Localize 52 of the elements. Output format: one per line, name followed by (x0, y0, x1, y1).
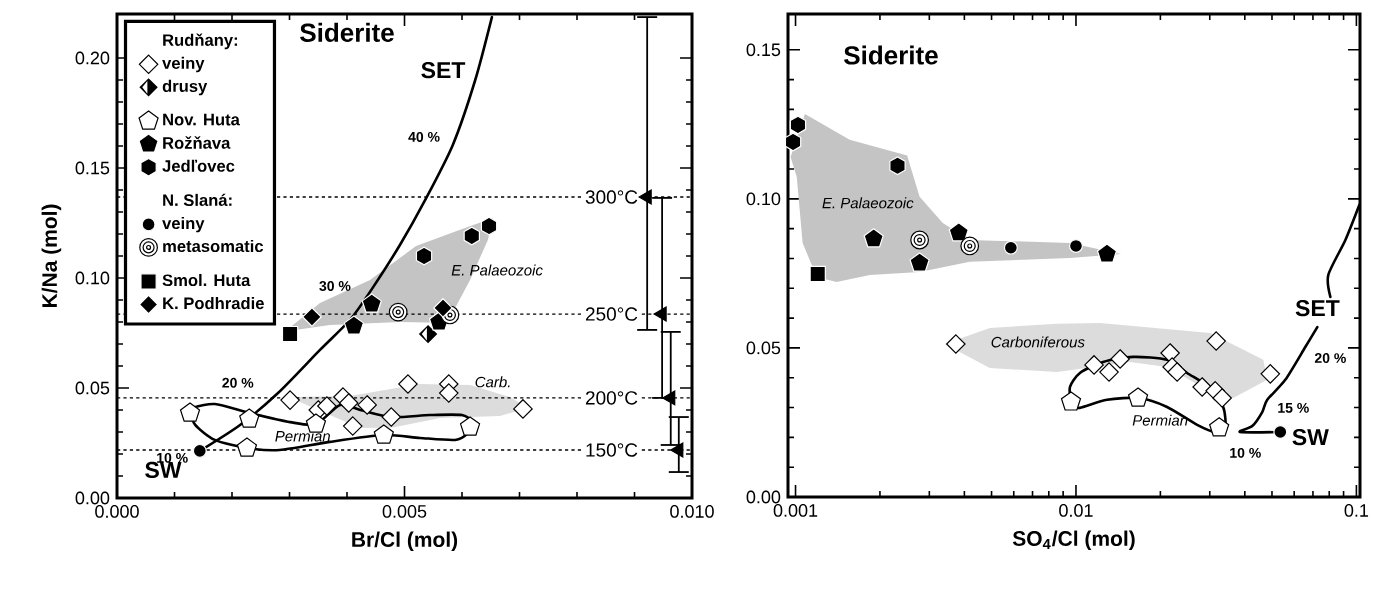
ref-line-label: 200°C (585, 391, 638, 405)
annotation: N. Slaná: (163, 193, 232, 207)
annotation: 20 % (222, 377, 254, 388)
y-axis-title: K/Na (mol) (41, 204, 62, 308)
legend-label: Rožňava (163, 136, 231, 149)
legend-label: Smol. Huta (162, 273, 251, 287)
annotation: Permian (275, 430, 330, 442)
legend-title: Rudňany: (163, 33, 238, 50)
annotation: Carboniferous (991, 336, 1085, 348)
legend-label: metasomatic (163, 239, 264, 253)
y-tick-label: 0.15 (75, 161, 110, 175)
annotation: E. Palaeozoic (822, 197, 914, 209)
ref-line-label: 250°C (585, 307, 638, 321)
x-tick-label: 0.01 (1059, 504, 1093, 517)
y-tick-label: 0.10 (75, 271, 110, 285)
x-axis-title: SO$_{4}$/Cl (mol) (1012, 530, 1135, 551)
legend-label: K. Podhradie (163, 296, 264, 310)
y-tick-label: 0.10 (746, 192, 781, 206)
annotation: 30 % (319, 281, 351, 291)
y-tick-label: 0.15 (746, 43, 781, 57)
y-tick-label: 0.05 (746, 341, 781, 355)
y-tick-label: 0.00 (746, 490, 781, 504)
annotation: 10 % (157, 452, 188, 463)
x-tick-label: 0.010 (670, 505, 714, 518)
legend-label: veiny (162, 56, 205, 73)
annotation: E. Palaeozoic (451, 264, 543, 276)
x-tick-label: 0.005 (382, 505, 427, 518)
annotation: SW (1292, 428, 1329, 446)
legend-label: drusy (162, 79, 208, 96)
annotation: SW (145, 461, 182, 479)
annotation: 40 % (408, 132, 440, 142)
annotation: SET (421, 62, 466, 79)
annotation: 20 % (1314, 353, 1346, 363)
text: Siderite (844, 45, 938, 65)
y-tick-label: 0.05 (75, 381, 110, 395)
ref-line-label: 150°C (586, 443, 638, 457)
annotation: 10 % (1230, 447, 1261, 458)
legend-label: Jedľovec (162, 159, 235, 172)
y-tick-label: 0.00 (75, 491, 110, 505)
x-tick-label: 0.1 (1344, 504, 1369, 517)
legend-label: veiny (162, 216, 205, 233)
y-tick-label: 0.20 (75, 51, 110, 65)
ref-line-label: 300°C (585, 190, 638, 204)
legend-label: Nov. Huta (163, 113, 240, 126)
annotation: SET (1295, 300, 1340, 317)
x-tick-label: 0.001 (773, 504, 818, 517)
x-axis-title: Br/Cl (mol) (352, 531, 458, 552)
x-tick-label: 0.000 (95, 505, 139, 518)
annotation: 15 % (1278, 402, 1309, 413)
chart-title: Siderite (300, 22, 394, 42)
annotation: Permian (1132, 414, 1188, 426)
annotation: Carb. (475, 376, 510, 388)
